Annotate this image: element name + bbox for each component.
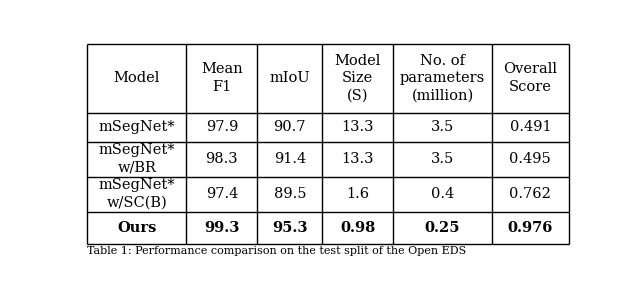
Text: Model
Size
(S): Model Size (S) — [335, 54, 381, 102]
Text: Table 1: Performance comparison on the test split of the Open EDS: Table 1: Performance comparison on the t… — [88, 246, 467, 256]
Text: 98.3: 98.3 — [205, 152, 238, 166]
Text: 13.3: 13.3 — [342, 152, 374, 166]
Text: 3.5: 3.5 — [431, 120, 454, 134]
Text: 97.4: 97.4 — [205, 187, 238, 201]
Text: Mean
F1: Mean F1 — [201, 62, 243, 94]
Text: No. of
parameters
(million): No. of parameters (million) — [400, 54, 485, 102]
Text: 0.98: 0.98 — [340, 221, 375, 235]
Text: 0.495: 0.495 — [509, 152, 551, 166]
Text: mIoU: mIoU — [269, 71, 310, 85]
Text: 0.25: 0.25 — [425, 221, 460, 235]
Text: 13.3: 13.3 — [342, 120, 374, 134]
Text: 0.976: 0.976 — [508, 221, 553, 235]
Text: mSegNet*
w/SC(B): mSegNet* w/SC(B) — [99, 178, 175, 210]
Text: 90.7: 90.7 — [273, 120, 306, 134]
Text: 97.9: 97.9 — [205, 120, 238, 134]
Text: 89.5: 89.5 — [273, 187, 306, 201]
Text: 3.5: 3.5 — [431, 152, 454, 166]
Text: Overall
Score: Overall Score — [503, 62, 557, 94]
Text: 99.3: 99.3 — [204, 221, 239, 235]
Text: 0.762: 0.762 — [509, 187, 551, 201]
Text: 0.491: 0.491 — [509, 120, 551, 134]
Text: Model: Model — [114, 71, 160, 85]
Text: mSegNet*
w/BR: mSegNet* w/BR — [99, 143, 175, 175]
Text: Ours: Ours — [117, 221, 157, 235]
Text: 0.4: 0.4 — [431, 187, 454, 201]
Text: mSegNet*: mSegNet* — [99, 120, 175, 134]
Text: 91.4: 91.4 — [274, 152, 306, 166]
Text: 95.3: 95.3 — [272, 221, 308, 235]
Text: 1.6: 1.6 — [346, 187, 369, 201]
